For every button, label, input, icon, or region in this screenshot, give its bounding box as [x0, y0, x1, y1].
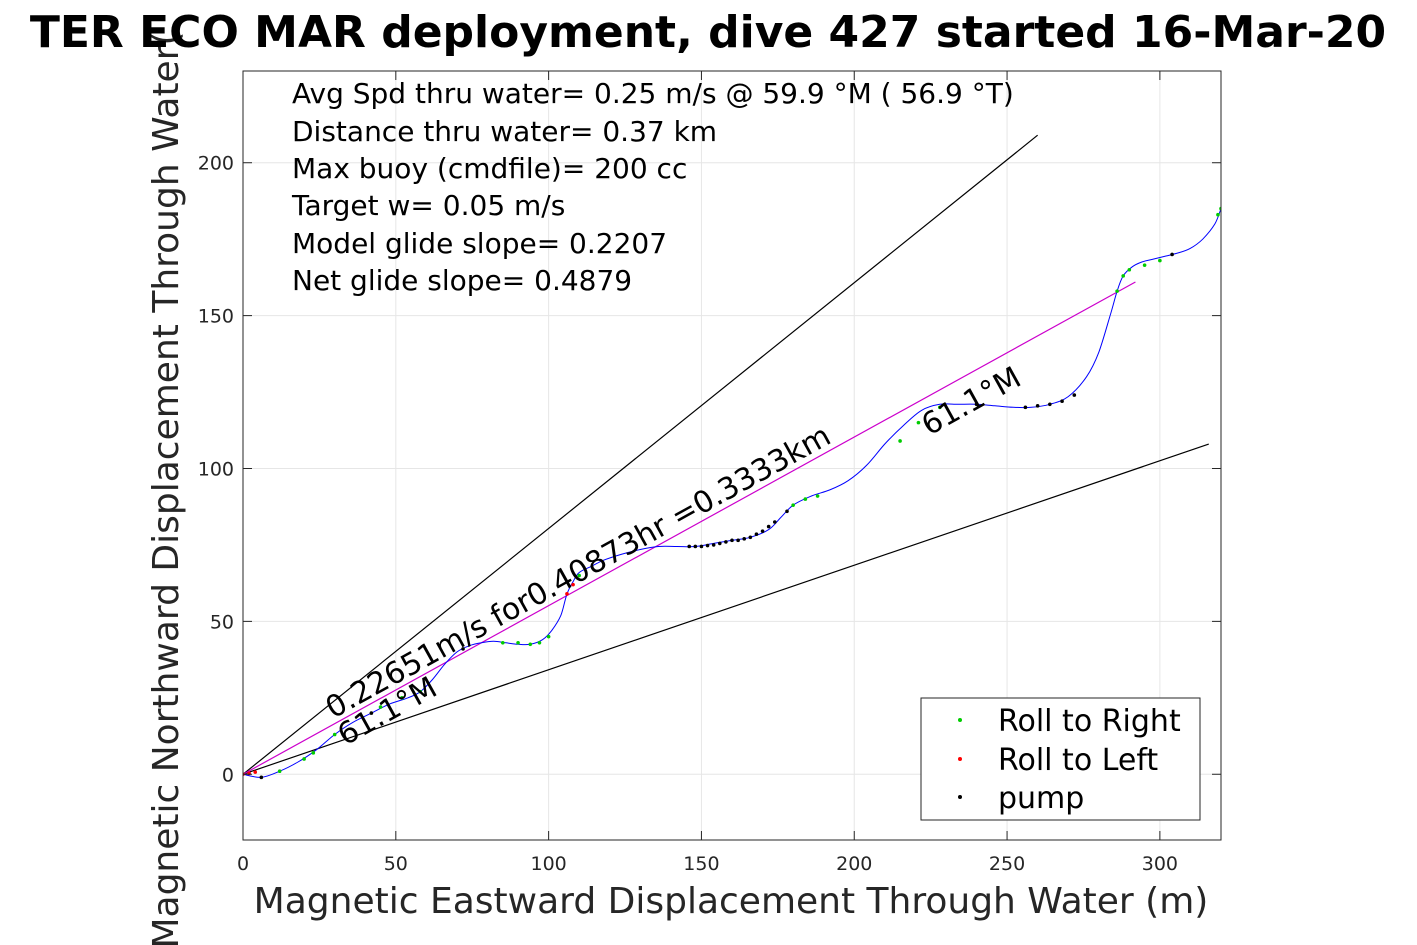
marker-pump [687, 544, 692, 549]
marker-roll-to-right [332, 732, 337, 737]
x-tick-label: 0 [237, 853, 249, 875]
marker-roll-to-right [1142, 263, 1147, 267]
gridlines [242, 71, 1221, 840]
marker-roll-to-right [791, 503, 795, 507]
marker-pump [1072, 393, 1077, 397]
marker-roll-to-right [528, 642, 533, 647]
x-tick-label: 50 [384, 853, 408, 875]
legend: Roll to Right Roll to Left pump [920, 697, 1201, 821]
chart-title: TER ECO MAR deployment, dive 427 started… [30, 7, 1386, 58]
heading-line [243, 281, 1136, 775]
marker-roll-to-right [537, 640, 542, 645]
marker-pump [1048, 402, 1052, 407]
marker-pump [717, 541, 722, 546]
marker-pump [760, 529, 765, 533]
marker-pump [754, 532, 759, 537]
y-tick-label: 150 [198, 306, 234, 328]
stat-line-max-buoy: Max buoy (cmdfile)= 200 cc [292, 152, 687, 185]
y-tick-label: 0 [222, 764, 234, 786]
x-tick-label: 250 [989, 853, 1025, 875]
envelope-line-upper [243, 134, 1039, 775]
marker-roll-to-right [1121, 274, 1125, 278]
marker-roll-to-right [938, 405, 942, 410]
stat-line-target-w: Target w= 0.05 m/s [291, 189, 565, 222]
marker-pump [693, 544, 698, 549]
marker-pump [1023, 405, 1028, 410]
y-tick-label: 200 [198, 153, 234, 175]
marker-pump [1035, 404, 1040, 408]
marker-pump [730, 538, 734, 543]
marker-roll-to-right [546, 634, 551, 639]
marker-roll-to-right [302, 757, 306, 761]
y-tick-label: 50 [210, 611, 234, 633]
x-tick-label: 200 [836, 853, 872, 875]
marker-roll-to-right [916, 420, 921, 425]
stat-line-net-glide: Net glide slope= 0.4879 [292, 264, 632, 297]
legend-marker-roll-right [958, 718, 962, 722]
marker-roll-to-right [1216, 212, 1220, 217]
marker-roll-to-left [253, 770, 258, 774]
marker-roll-to-right [898, 439, 902, 443]
stat-line-model-glide: Model glide slope= 0.2207 [292, 227, 667, 260]
marker-pump [711, 543, 716, 547]
marker-pump [724, 540, 728, 544]
marker-roll-to-right [577, 573, 581, 578]
marker-roll-to-right [311, 751, 316, 755]
marker-roll-to-right [277, 769, 282, 774]
marker-roll-to-right [500, 640, 505, 645]
marker-roll-to-right [803, 497, 808, 501]
legend-label-pump: pump [998, 781, 1084, 816]
legend-label-roll-left: Roll to Left [998, 743, 1158, 778]
marker-pump [742, 537, 747, 541]
stat-line-distance: Distance thru water= 0.37 km [292, 115, 717, 148]
marker-pump [748, 535, 753, 540]
marker-roll-to-right [1127, 267, 1132, 272]
marker-pump [974, 402, 979, 407]
marker-pump [699, 544, 704, 549]
marker-roll-to-right [1115, 289, 1119, 293]
marker-roll-to-right [1158, 258, 1162, 263]
marker-pump [772, 520, 777, 524]
marker-pump [461, 647, 465, 651]
marker-roll-to-right [418, 689, 423, 694]
marker-roll-to-right [815, 494, 820, 498]
marker-roll-to-left [571, 582, 575, 587]
marker-pump [369, 711, 374, 715]
legend-box [920, 697, 1201, 821]
x-tick-label: 100 [530, 853, 566, 875]
track-markers [243, 206, 1221, 780]
marker-pump [736, 538, 740, 543]
y-tick-label: 100 [198, 458, 234, 480]
x-tick-label: 150 [683, 853, 719, 875]
stats-text: Avg Spd thru water= 0.25 m/s @ 59.9 °M (… [291, 77, 1014, 297]
marker-pump [705, 543, 710, 548]
y-axis-label: Magnetic Northward Displacement Through … [146, 31, 187, 945]
marker-roll-to-right [378, 705, 383, 709]
marker-pump [785, 509, 789, 514]
legend-marker-roll-left [958, 757, 962, 761]
legend-marker-pump [958, 795, 962, 799]
marker-pump [259, 775, 264, 780]
marker-pump [1060, 399, 1064, 404]
marker-roll-to-left [565, 592, 569, 596]
x-axis-label: Magnetic Eastward Displacement Through W… [254, 881, 1209, 922]
marker-pump [1170, 252, 1174, 257]
marker-roll-to-right [400, 696, 404, 700]
envelope-line-lower [243, 443, 1209, 775]
axis-ticks: 0 50 100 150 200 250 300 0 50 100 150 200 [198, 71, 1221, 875]
x-tick-label: 300 [1142, 853, 1178, 875]
axes-frame [242, 70, 1222, 841]
marker-pump [766, 524, 771, 529]
marker-roll-to-right [516, 640, 520, 645]
stat-line-avg-speed: Avg Spd thru water= 0.25 m/s @ 59.9 °M (… [292, 77, 1014, 110]
track-line [243, 208, 1221, 778]
legend-label-roll-right: Roll to Right [998, 704, 1181, 739]
